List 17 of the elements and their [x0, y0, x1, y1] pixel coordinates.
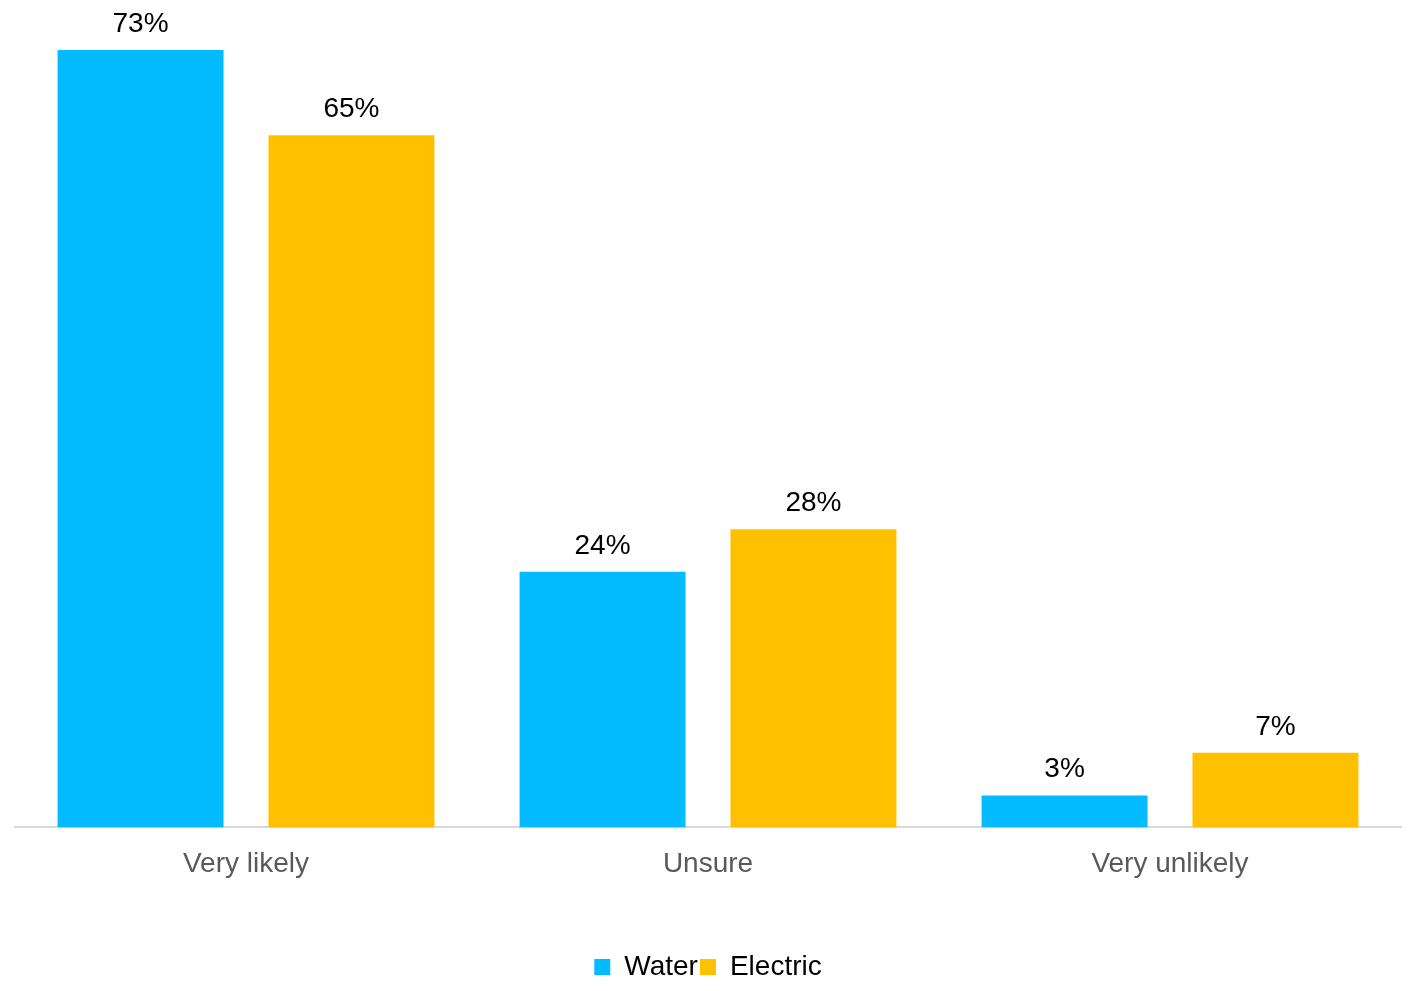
bar	[981, 795, 1148, 828]
data-label: 3%	[1044, 752, 1085, 784]
bar	[730, 529, 897, 828]
legend-label: Water	[624, 949, 698, 981]
bar	[57, 50, 224, 828]
bar	[519, 571, 686, 828]
data-label: 7%	[1255, 709, 1296, 741]
data-label: 73%	[112, 6, 169, 38]
data-label: 28%	[785, 485, 842, 517]
bar	[268, 135, 435, 828]
bar	[1192, 752, 1359, 828]
x-tick-label: Very likely	[182, 846, 310, 878]
x-tick-label: Unsure	[662, 846, 754, 878]
x-tick-label: Very unlikely	[1091, 846, 1249, 878]
legend-label: Electric	[729, 949, 822, 981]
data-label: 65%	[323, 91, 380, 123]
data-label: 24%	[574, 528, 631, 560]
